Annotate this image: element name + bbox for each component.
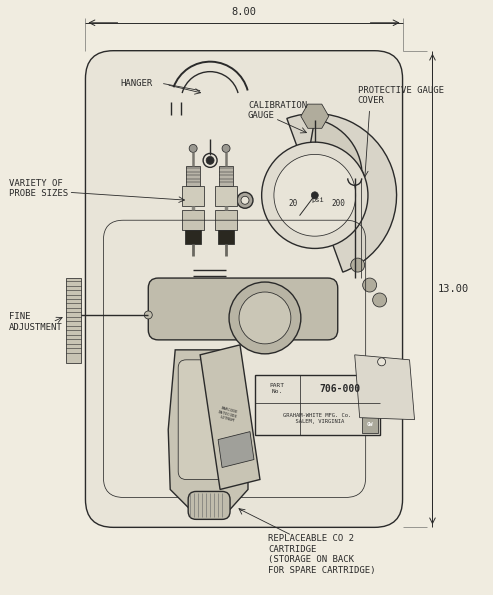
Circle shape xyxy=(363,278,377,292)
Circle shape xyxy=(203,154,217,167)
Text: GRAHAM-WHITE MFG. Co.
  SALEM, VIRGINIA: GRAHAM-WHITE MFG. Co. SALEM, VIRGINIA xyxy=(282,414,351,424)
Circle shape xyxy=(222,145,230,152)
Text: 706-000: 706-000 xyxy=(319,384,360,394)
Circle shape xyxy=(241,196,249,204)
Bar xyxy=(255,375,380,434)
Polygon shape xyxy=(218,431,254,468)
FancyBboxPatch shape xyxy=(188,491,230,519)
Text: VARIETY OF
PROBE SIZES: VARIETY OF PROBE SIZES xyxy=(9,178,68,198)
Text: REPLACEABLE CO 2
CARTRIDGE
(STORAGE ON BACK
FOR SPARE CARTRIDGE): REPLACEABLE CO 2 CARTRIDGE (STORAGE ON B… xyxy=(268,534,376,575)
Circle shape xyxy=(206,156,214,164)
Polygon shape xyxy=(168,350,248,509)
Wedge shape xyxy=(305,119,362,233)
Text: 20: 20 xyxy=(288,199,297,208)
Text: 8.00: 8.00 xyxy=(232,7,256,17)
Circle shape xyxy=(237,192,253,208)
Bar xyxy=(182,186,204,206)
Text: 13.00: 13.00 xyxy=(437,284,469,294)
Circle shape xyxy=(189,145,197,152)
Circle shape xyxy=(144,311,152,319)
Text: PROTECTIVE GAUGE
COVER: PROTECTIVE GAUGE COVER xyxy=(358,86,444,105)
Polygon shape xyxy=(200,345,260,490)
Bar xyxy=(66,278,81,363)
Circle shape xyxy=(351,258,365,272)
Bar xyxy=(219,167,233,186)
Bar xyxy=(215,186,237,206)
Polygon shape xyxy=(354,355,415,419)
Circle shape xyxy=(378,358,386,366)
FancyBboxPatch shape xyxy=(148,278,338,340)
Circle shape xyxy=(262,142,368,249)
Bar xyxy=(308,110,322,122)
Circle shape xyxy=(239,292,291,344)
Circle shape xyxy=(311,192,318,199)
Bar xyxy=(185,230,201,244)
Bar xyxy=(186,167,200,186)
Text: psi: psi xyxy=(312,198,324,203)
Text: HANGER: HANGER xyxy=(120,79,153,88)
Wedge shape xyxy=(287,114,396,272)
Circle shape xyxy=(373,293,387,307)
Bar xyxy=(215,210,237,230)
FancyBboxPatch shape xyxy=(85,51,403,527)
Text: CALIBRATION
GAUGE: CALIBRATION GAUGE xyxy=(248,101,307,120)
Bar xyxy=(362,416,378,433)
Bar xyxy=(182,210,204,230)
Circle shape xyxy=(274,155,355,236)
FancyBboxPatch shape xyxy=(178,360,236,480)
Text: 200: 200 xyxy=(332,199,346,208)
Text: BARCODE
DATECODE
LOTNUM: BARCODE DATECODE LOTNUM xyxy=(217,406,240,424)
Text: FINE
ADJUSTMENT: FINE ADJUSTMENT xyxy=(9,312,63,331)
Text: GW: GW xyxy=(366,422,373,427)
Polygon shape xyxy=(301,104,329,129)
Text: PART
No.: PART No. xyxy=(269,383,284,394)
Circle shape xyxy=(229,282,301,354)
Bar xyxy=(218,230,234,244)
